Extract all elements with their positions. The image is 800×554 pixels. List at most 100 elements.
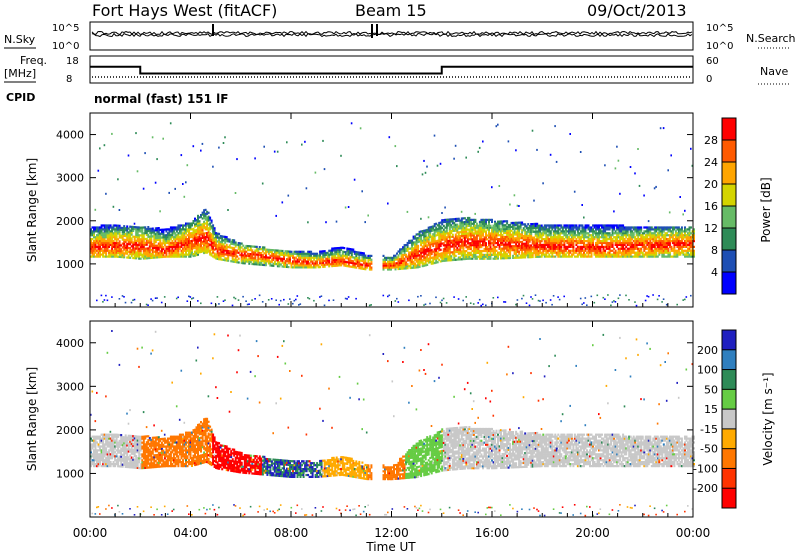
scatter-cell	[194, 250, 196, 253]
scatter-cell	[129, 248, 132, 252]
scatter-cell	[596, 245, 599, 248]
scatter-cell	[554, 243, 557, 246]
scatter-cell	[213, 233, 216, 236]
scatter-cell	[385, 256, 388, 259]
scatter-cell	[290, 264, 293, 267]
scatter-cell	[625, 249, 628, 252]
scatter-cell	[162, 137, 164, 140]
scatter-cell	[201, 250, 204, 253]
scatter-cell	[533, 244, 536, 247]
scatter-cell	[163, 242, 166, 245]
scatter-cell	[188, 241, 190, 245]
scatter-cell	[554, 228, 557, 231]
scatter-cell	[141, 230, 144, 233]
scatter-cell	[130, 229, 133, 232]
scatter-cell	[344, 255, 347, 258]
scatter-cell	[335, 264, 338, 267]
scatter-cell	[153, 244, 156, 248]
scatter-cell	[347, 253, 350, 256]
scatter-cell	[99, 238, 101, 241]
scatter-cell	[518, 235, 521, 238]
scatter-cell	[331, 255, 334, 258]
scatter-cell	[497, 251, 499, 254]
scatter-cell	[248, 252, 251, 256]
scatter-cell	[145, 249, 148, 252]
scatter-cell	[466, 218, 469, 221]
scatter-cell	[656, 240, 659, 243]
scatter-cell	[457, 219, 460, 222]
scatter-cell	[583, 232, 585, 235]
scatter-cell	[602, 245, 605, 248]
scatter-cell	[489, 251, 492, 254]
scatter-cell	[267, 250, 270, 253]
scatter-cell	[114, 249, 117, 252]
scatter-cell	[150, 249, 153, 252]
scatter-cell	[180, 249, 183, 252]
scatter-cell	[138, 257, 141, 260]
scatter-cell	[570, 241, 573, 245]
scatter-cell	[150, 241, 153, 244]
scatter-cell	[408, 299, 410, 302]
scatter-cell	[240, 254, 243, 257]
scatter-cell	[507, 237, 510, 240]
scatter-cell	[569, 249, 572, 252]
scatter-cell	[466, 253, 469, 256]
scatter-cell	[626, 234, 629, 237]
scatter-cell	[602, 234, 605, 237]
scatter-cell	[323, 168, 326, 171]
scatter-cell	[423, 237, 426, 240]
scatter-cell	[182, 228, 184, 231]
scatter-cell	[109, 226, 112, 229]
scatter-cell	[516, 250, 519, 253]
scatter-cell	[512, 254, 515, 257]
scatter-cell	[572, 245, 575, 248]
scatter-cell	[301, 264, 303, 267]
scatter-cell	[171, 240, 174, 243]
scatter-cell	[234, 251, 237, 254]
scatter-cell	[498, 226, 501, 229]
scatter-cell	[177, 234, 180, 237]
scatter-cell	[236, 243, 239, 246]
scatter-cell	[240, 261, 243, 265]
scatter-cell	[542, 226, 545, 229]
scatter-cell	[637, 249, 640, 252]
scatter-cell	[118, 253, 121, 256]
scatter-cell	[524, 250, 527, 253]
scatter-cell	[465, 257, 468, 260]
scatter-cell	[142, 257, 145, 260]
scatter-cell	[579, 251, 582, 254]
scatter-cell	[548, 226, 551, 229]
scatter-cell	[195, 240, 198, 243]
scatter-cell	[596, 251, 599, 254]
scatter-cell	[420, 238, 423, 241]
scatter-cell	[421, 249, 424, 252]
scatter-cell	[447, 243, 450, 246]
scatter-cell	[528, 248, 531, 251]
scatter-cell	[488, 255, 490, 258]
scatter-cell	[506, 222, 509, 225]
scatter-cell	[575, 255, 578, 258]
scatter-cell	[439, 256, 442, 259]
scatter-cell	[103, 251, 106, 254]
scatter-cell	[307, 221, 309, 224]
scatter-cell	[557, 251, 560, 254]
scatter-cell	[530, 254, 533, 257]
scatter-cell	[442, 257, 445, 260]
scatter-cell	[640, 243, 643, 246]
scatter-cell	[504, 237, 507, 240]
scatter-cell	[563, 238, 566, 241]
scatter-cell	[127, 235, 130, 238]
scatter-cell	[154, 244, 157, 247]
scatter-cell	[605, 226, 608, 229]
scatter-cell	[579, 224, 582, 227]
scatter-cell	[307, 297, 309, 299]
scatter-cell	[515, 233, 518, 236]
scatter-cell	[530, 252, 533, 255]
nsky-label: N.Sky	[4, 33, 36, 46]
scatter-cell	[341, 254, 344, 257]
scatter-cell	[628, 299, 630, 301]
scatter-cell	[640, 249, 643, 252]
scatter-cell	[350, 265, 353, 268]
scatter-cell	[412, 253, 415, 256]
scatter-cell	[629, 241, 632, 245]
